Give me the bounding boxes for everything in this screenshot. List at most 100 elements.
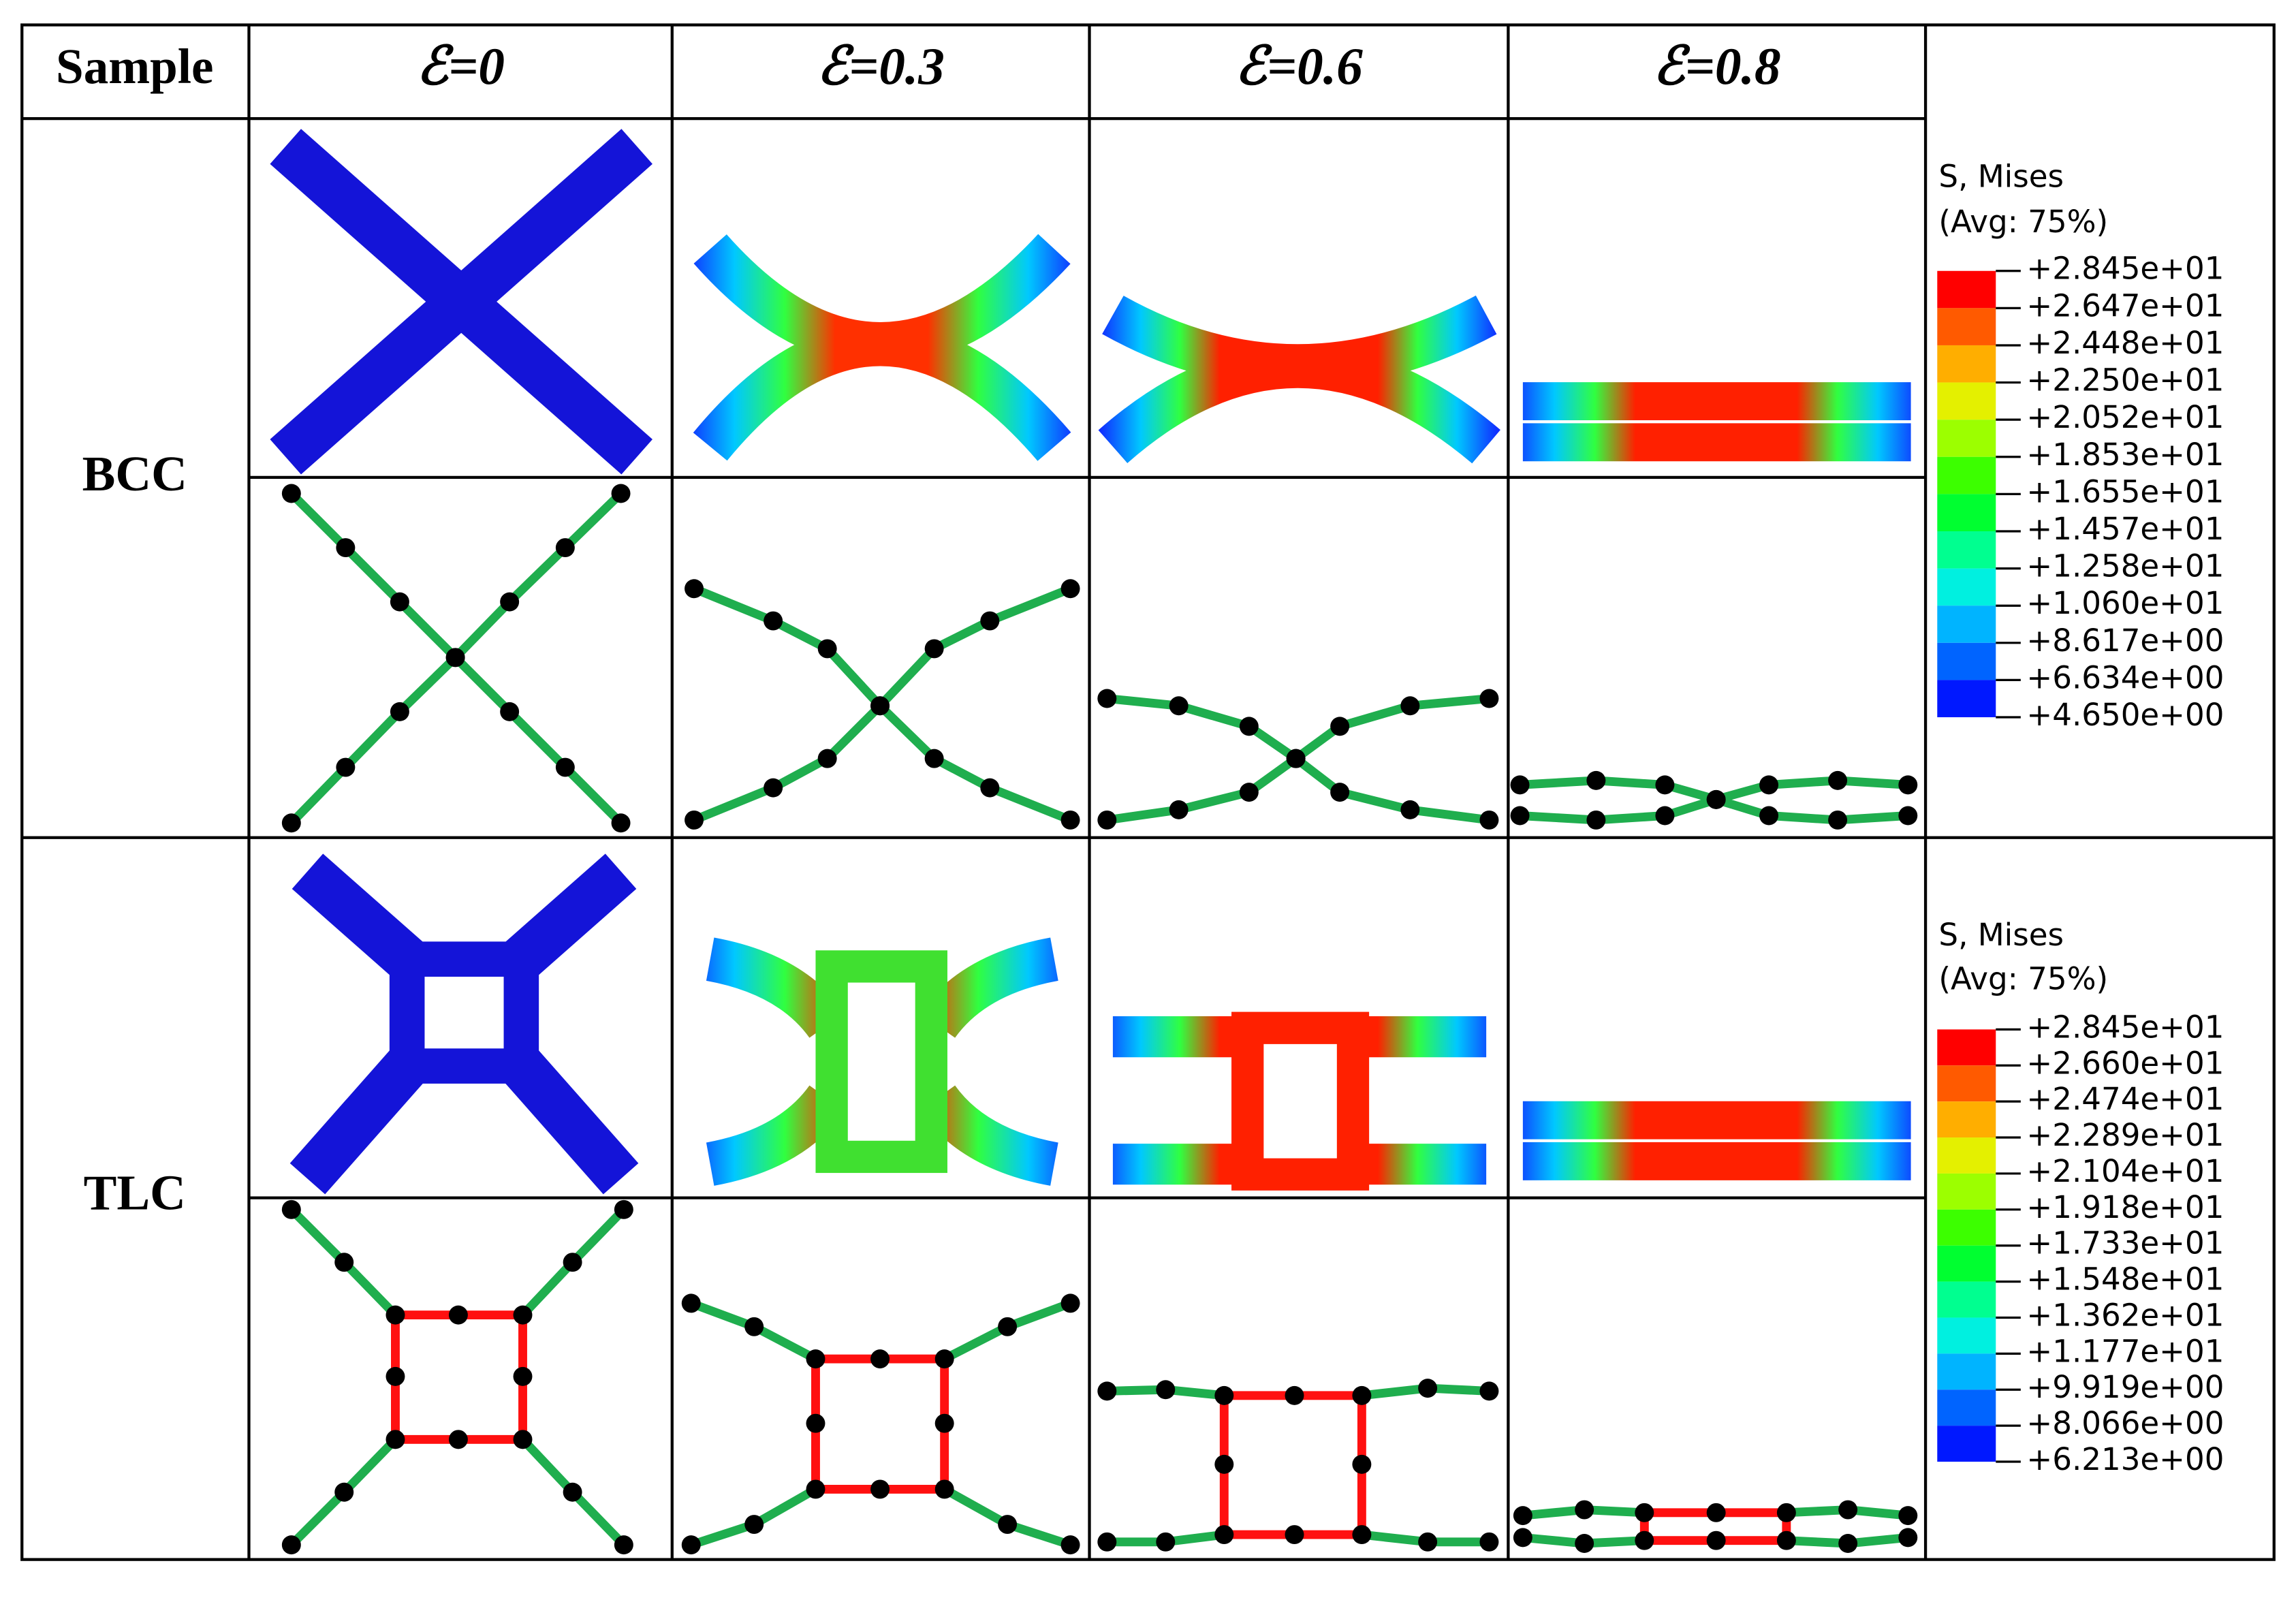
legend-band <box>1937 308 1996 345</box>
node <box>1706 789 1726 809</box>
node <box>1214 1385 1234 1405</box>
node <box>336 757 356 777</box>
node <box>1060 1293 1080 1313</box>
node <box>744 1515 764 1535</box>
strain-header: ℰ=0.3 <box>817 37 945 95</box>
tlc-deformed <box>1231 1011 1370 1191</box>
node <box>1352 1454 1372 1474</box>
legend-band <box>1937 1209 1996 1246</box>
legend-band <box>1937 1245 1996 1282</box>
node <box>1479 689 1499 708</box>
node <box>513 1366 533 1386</box>
node <box>1239 783 1259 802</box>
node <box>281 1535 301 1555</box>
node <box>870 1349 890 1369</box>
legend-band <box>1937 1065 1996 1102</box>
node <box>1286 749 1306 768</box>
node <box>1330 717 1350 736</box>
node <box>614 1535 633 1555</box>
node <box>1060 810 1080 830</box>
legend-label: +1.918e+01 <box>2026 1189 2224 1225</box>
table-border <box>20 23 2276 1561</box>
legend-label: +8.617e+00 <box>2026 623 2224 659</box>
node <box>685 810 704 830</box>
node <box>555 538 575 558</box>
node <box>1097 1381 1117 1401</box>
node <box>1352 1525 1372 1545</box>
legend-label: +2.448e+01 <box>2026 325 2224 361</box>
node <box>1169 800 1189 819</box>
node <box>744 1317 764 1336</box>
legend-label: +1.060e+01 <box>2026 585 2224 621</box>
node <box>1418 1379 1438 1398</box>
node <box>1060 1535 1080 1555</box>
legend-band <box>1937 1137 1996 1174</box>
node <box>1479 810 1499 830</box>
node <box>1828 810 1848 830</box>
node <box>386 1305 405 1325</box>
node <box>1097 1532 1117 1552</box>
node <box>764 611 783 631</box>
legend-label: +2.289e+01 <box>2026 1117 2224 1153</box>
node <box>1352 1385 1372 1405</box>
node <box>1239 717 1259 736</box>
node <box>1400 800 1420 819</box>
node <box>1060 579 1080 599</box>
legend-band <box>1937 1029 1996 1066</box>
legend-label: +1.853e+01 <box>2026 437 2224 473</box>
legend-band <box>1937 1317 1996 1354</box>
node <box>817 749 837 768</box>
node <box>1586 810 1606 830</box>
legend-band <box>1937 1173 1996 1210</box>
legend-label: +1.258e+01 <box>2026 548 2224 584</box>
node <box>1214 1525 1234 1545</box>
node <box>1828 770 1848 790</box>
node <box>924 639 944 659</box>
legend-label: +9.919e+00 <box>2026 1369 2224 1405</box>
node <box>1776 1530 1796 1550</box>
node <box>980 611 1000 631</box>
node <box>934 1413 954 1433</box>
legend-label: +1.177e+01 <box>2026 1333 2224 1369</box>
node <box>1706 1503 1726 1522</box>
tlc-undeformed <box>389 941 539 1084</box>
tlc-deformed <box>815 950 947 1174</box>
node <box>934 1479 954 1499</box>
node <box>336 538 356 558</box>
legend-band <box>1937 568 1996 606</box>
header-corner: Sample <box>56 39 213 94</box>
node <box>448 1305 468 1325</box>
legend-label: +6.213e+00 <box>2026 1441 2224 1477</box>
legend-label: +8.066e+00 <box>2026 1405 2224 1441</box>
tlc-deformed <box>1522 1101 1911 1180</box>
node <box>1097 689 1117 708</box>
node <box>1838 1534 1858 1553</box>
node <box>1330 783 1350 802</box>
legend-label: +1.733e+01 <box>2026 1225 2224 1261</box>
bcc-undeformed <box>270 129 652 475</box>
legend-band <box>1937 642 1996 680</box>
node <box>1513 1506 1532 1526</box>
legend-band <box>1937 345 1996 383</box>
node <box>1575 1534 1594 1553</box>
node <box>980 778 1000 798</box>
node <box>386 1430 405 1449</box>
legend-subtitle: (Avg: 75%) <box>1938 960 2108 996</box>
node <box>1097 810 1117 830</box>
legend-label: +1.548e+01 <box>2026 1261 2224 1298</box>
legend-band <box>1937 494 1996 531</box>
legend-label: +6.634e+00 <box>2026 659 2224 695</box>
node <box>1285 1525 1304 1545</box>
legend-label: +2.250e+01 <box>2026 362 2224 398</box>
tlc-deformed <box>1112 1016 1487 1185</box>
legend-band <box>1937 382 1996 420</box>
legend-label: +4.650e+00 <box>2026 697 2224 733</box>
node <box>998 1515 1018 1535</box>
node <box>1510 775 1530 795</box>
node <box>281 484 301 503</box>
cell-square <box>811 1354 949 1494</box>
node <box>390 702 409 721</box>
node <box>817 639 837 659</box>
node <box>448 1430 468 1449</box>
node <box>1635 1503 1654 1522</box>
